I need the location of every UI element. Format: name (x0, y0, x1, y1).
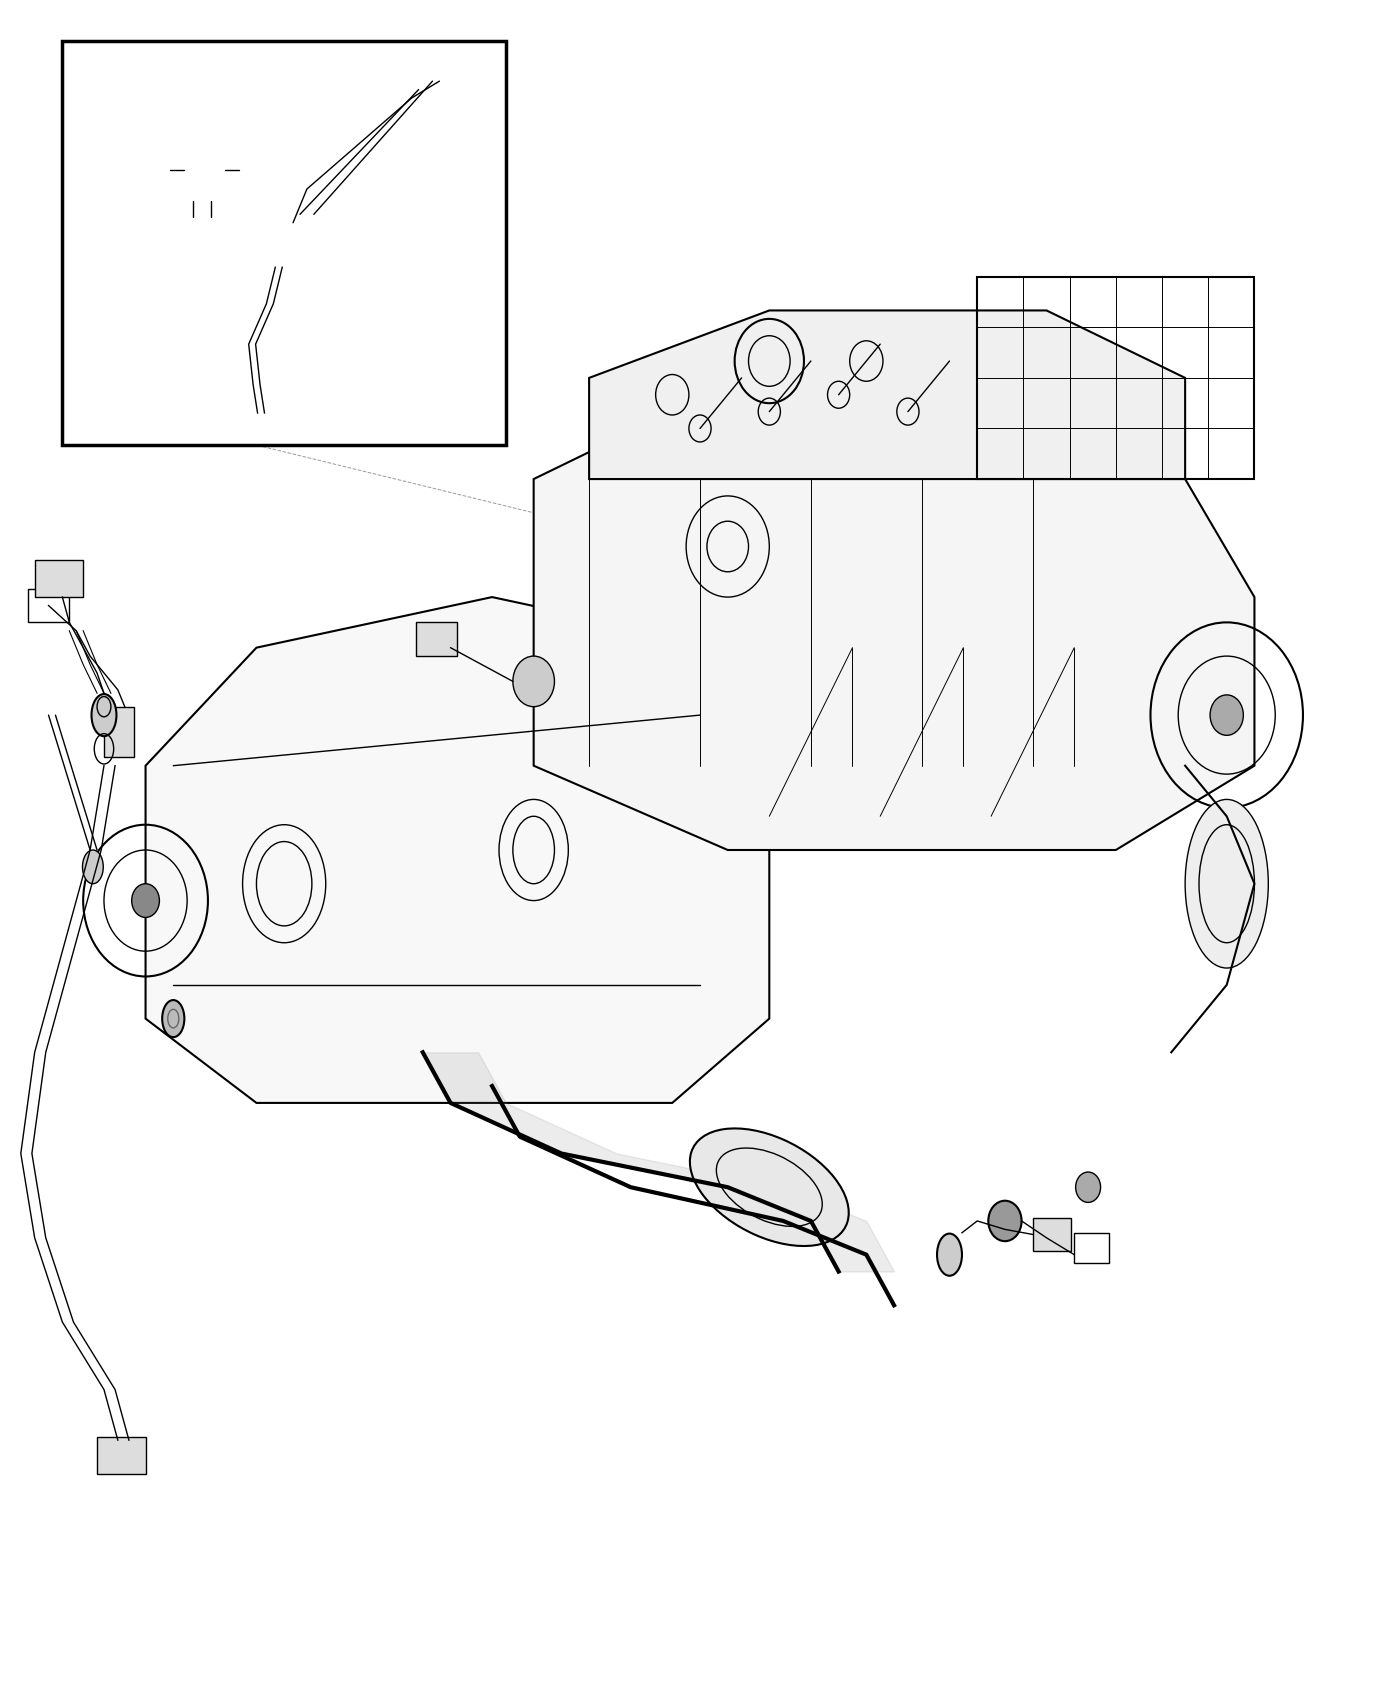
Bar (416, 622, 458, 656)
Bar (104, 707, 134, 756)
Polygon shape (146, 597, 770, 1103)
Circle shape (1210, 695, 1243, 736)
Ellipse shape (91, 694, 116, 736)
Bar (97, 1436, 146, 1474)
Circle shape (132, 884, 160, 918)
Bar (28, 588, 70, 622)
Circle shape (512, 656, 554, 707)
Ellipse shape (116, 212, 141, 233)
Ellipse shape (251, 415, 265, 427)
Bar (192, 211, 217, 235)
Ellipse shape (937, 1234, 962, 1275)
Bar (199, 218, 210, 228)
Bar (35, 559, 83, 597)
Ellipse shape (1186, 799, 1268, 967)
Ellipse shape (690, 1129, 848, 1246)
Bar (1074, 1232, 1109, 1263)
Polygon shape (589, 311, 1186, 479)
Bar (1033, 1217, 1071, 1251)
Ellipse shape (162, 1000, 185, 1037)
Bar (63, 41, 505, 445)
Circle shape (988, 1200, 1022, 1241)
Ellipse shape (123, 218, 134, 228)
Circle shape (1075, 1171, 1100, 1202)
Bar (977, 277, 1254, 479)
Ellipse shape (244, 410, 272, 434)
Polygon shape (533, 411, 1254, 850)
Bar (169, 139, 239, 201)
Ellipse shape (83, 850, 104, 884)
